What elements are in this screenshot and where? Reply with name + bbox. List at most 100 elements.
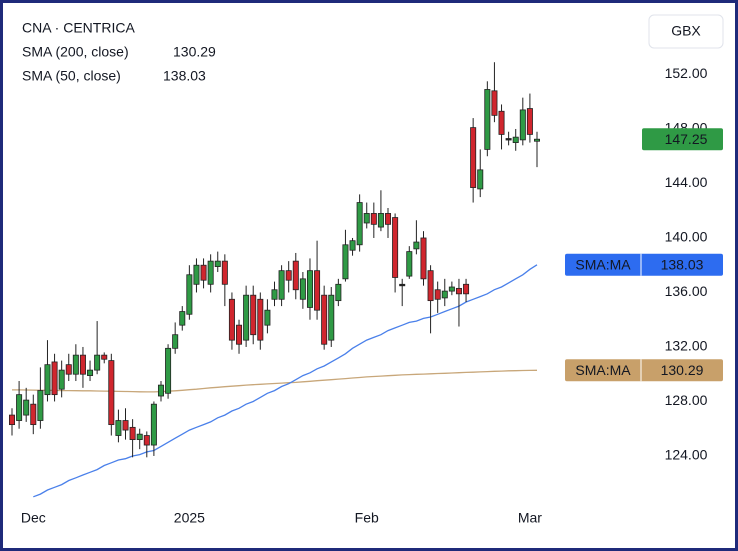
candle-body [101, 354, 108, 360]
candle-body [448, 286, 455, 292]
candle-body [143, 435, 150, 446]
candle-body [349, 240, 356, 251]
y-tick-label: 140.00 [665, 229, 708, 245]
candle-body [228, 298, 235, 341]
candle-body [179, 311, 186, 326]
candle-body [321, 294, 328, 345]
candle-body [221, 260, 228, 285]
ma-line [12, 369, 538, 393]
candle-body [463, 283, 470, 295]
candle-body [519, 109, 526, 141]
x-tick-label: Dec [21, 510, 46, 526]
ma-badge-value: 130.29 [661, 362, 704, 378]
chart-title: CNA · CENTRICA [22, 20, 135, 36]
legend-value: 138.03 [163, 68, 206, 84]
candle-body [87, 369, 94, 376]
candle-body [157, 384, 164, 397]
x-tick-label: Mar [518, 510, 542, 526]
candle-body [264, 309, 271, 326]
candle-body [370, 213, 377, 225]
plot: 124.00128.00132.00136.00140.00144.00148.… [8, 62, 708, 526]
price-badge [642, 128, 723, 151]
overlay: 147.25 SMA:MA 130.29 SMA:MA 138.03 [565, 128, 723, 382]
candle-body [236, 324, 243, 345]
y-tick-label: 152.00 [665, 65, 708, 81]
price-badge-value: 147.25 [665, 131, 708, 147]
candle-body [484, 89, 491, 150]
candle-body [94, 354, 101, 371]
candle-body [257, 298, 264, 341]
currency-box[interactable] [648, 14, 724, 49]
candle-body [16, 394, 23, 421]
candle-body [278, 270, 285, 300]
legend-label: SMA (50, close) [22, 68, 121, 84]
candle-body [413, 241, 420, 250]
candle-body [427, 270, 434, 302]
candle-body [136, 433, 143, 441]
candle-body [23, 399, 30, 416]
candle-body [491, 90, 498, 116]
candle-body [385, 213, 392, 225]
candle-body [150, 403, 157, 446]
y-tick-label: 144.00 [665, 174, 708, 190]
candle-body [122, 420, 129, 431]
candle-body [65, 364, 72, 375]
ma-badge [565, 253, 723, 276]
candle-body [108, 360, 115, 426]
candle-body [8, 414, 15, 426]
candle-body [129, 426, 136, 441]
candle-body [399, 283, 406, 287]
candle-body [250, 294, 257, 336]
candle-body [335, 283, 342, 302]
candle-body [200, 264, 207, 281]
candle-body [172, 334, 179, 349]
candle-body [72, 354, 79, 375]
candle-body [243, 294, 250, 341]
x-tick-label: Feb [355, 510, 379, 526]
candle-body [165, 347, 172, 394]
candle-body [512, 136, 519, 144]
ma-badge-label: SMA:MA [575, 257, 631, 273]
legend-label: SMA (200, close) [22, 44, 129, 60]
legend-value: 130.29 [173, 44, 216, 60]
candle-body [207, 260, 214, 285]
candle-body [271, 289, 278, 300]
y-tick-label: 136.00 [665, 283, 708, 299]
candle-body [498, 110, 505, 135]
candle-body [420, 237, 427, 280]
currency[interactable]: GBX [671, 23, 701, 39]
candle-body [115, 420, 122, 436]
candle-body [377, 213, 384, 228]
candle-body [79, 354, 86, 375]
ma-badge [565, 359, 723, 382]
ma-badge-label: SMA:MA [575, 362, 631, 378]
y-tick-label: 132.00 [665, 338, 708, 354]
y-tick-label: 128.00 [665, 392, 708, 408]
y-tick-label: 124.00 [665, 447, 708, 463]
candle-body [534, 138, 541, 142]
candle-body [44, 364, 51, 396]
candle-body [306, 270, 313, 308]
candle-body [505, 138, 512, 141]
candle-body [477, 169, 484, 190]
candle-body [285, 270, 292, 281]
candle-body [186, 274, 193, 315]
candle-body [342, 244, 349, 280]
candle-body [328, 294, 335, 341]
candle-body [314, 270, 321, 311]
candle-body [214, 260, 221, 267]
candle-body [30, 403, 37, 426]
candle-body [292, 260, 299, 291]
candle-body [37, 390, 44, 421]
candle-body [406, 251, 413, 277]
candle-body [455, 287, 462, 295]
candle-body [441, 290, 448, 299]
candle-body [193, 264, 200, 285]
candle-body [526, 108, 533, 135]
candle-body [299, 278, 306, 300]
candle-body [470, 127, 477, 188]
ma-badge-value: 138.03 [661, 257, 704, 273]
x-tick-label: 2025 [174, 510, 205, 526]
candle-body [58, 369, 65, 390]
